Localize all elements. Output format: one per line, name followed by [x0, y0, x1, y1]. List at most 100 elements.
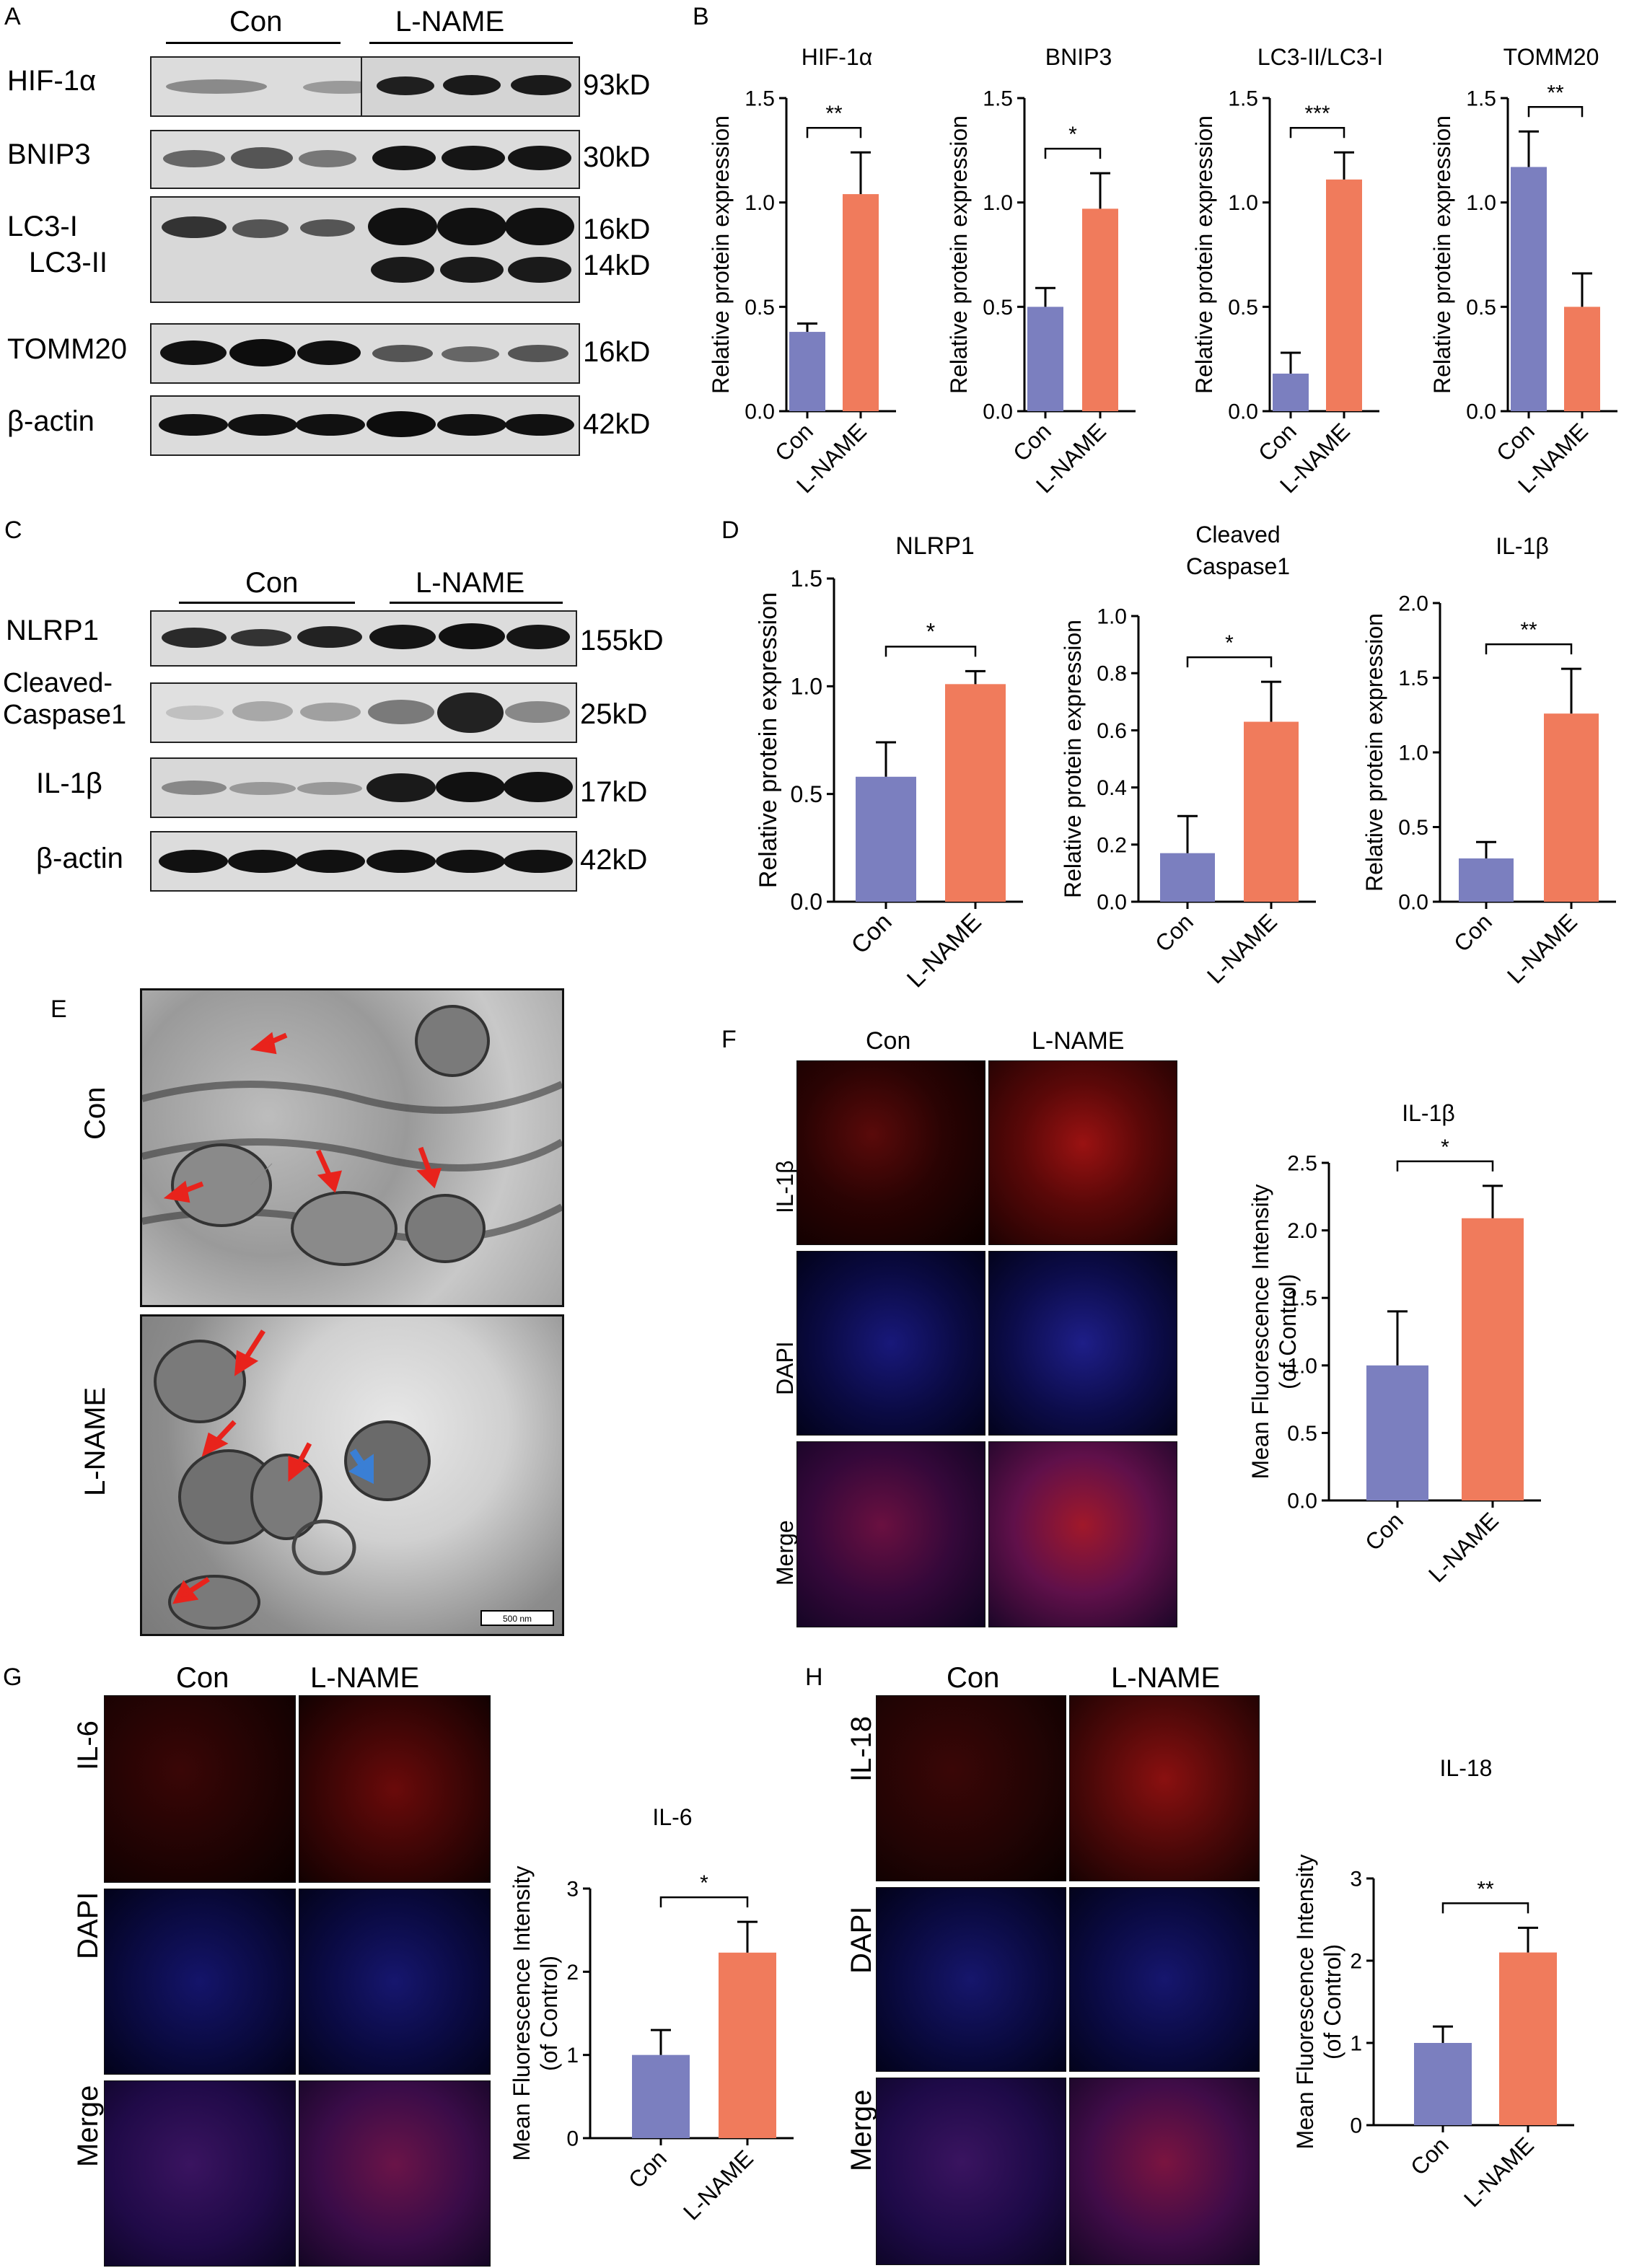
if-f-col-con: Con	[866, 1027, 911, 1055]
blot-nlrp1	[150, 610, 577, 667]
bar-l-name	[1462, 1218, 1524, 1500]
y-tick-label: 0.0	[1287, 1490, 1317, 1513]
tem-row-label-lname: L-NAME	[79, 1386, 111, 1496]
panel-letter-b: B	[693, 3, 709, 30]
tem-row-label-con: Con	[79, 1086, 111, 1140]
y-tick-label: 0.4	[1097, 776, 1127, 800]
y-axis-label: Relative protein expression	[1060, 620, 1086, 898]
y-tick-label: 2	[1350, 1950, 1362, 1974]
blot-label-bactin-a: β-actin	[7, 405, 95, 437]
if-g-con-merge	[104, 2080, 296, 2267]
chart-title: HIF-1α	[802, 44, 873, 70]
bar-l-name	[1082, 208, 1118, 411]
y-tick-label: 2	[566, 1961, 579, 1984]
y-axis-label: Mean Fluorescence Intensity	[1292, 1854, 1318, 2149]
x-tick-label: Con	[1253, 418, 1301, 466]
if-h-lname-dapi	[1069, 1887, 1260, 2072]
significance-label: **	[1520, 618, 1537, 642]
if-f-lname-il1b	[988, 1060, 1177, 1245]
y-tick-label: 0.0	[1466, 400, 1496, 424]
chart-title: IL-1β	[1402, 1100, 1455, 1126]
bar-l-name	[1326, 179, 1362, 411]
blot-bnip3	[150, 130, 580, 189]
y-tick-label: 3	[1350, 1868, 1362, 1891]
y-tick-label: 1.5	[1287, 1287, 1317, 1311]
blot-label-lc3i: LC3-I	[7, 211, 78, 242]
y-tick-label: 1.0	[1398, 742, 1428, 765]
blot-hif1a-lname	[361, 56, 580, 117]
panel-letter-c: C	[4, 517, 22, 544]
if-g-col-lname: L-NAME	[310, 1662, 420, 1694]
blot-label-cleaved: Cleaved-	[3, 668, 113, 698]
significance-bracket	[659, 1896, 749, 1908]
y-tick-label: 1.0	[745, 191, 775, 215]
y-tick-label: 0.0	[791, 889, 822, 915]
x-tick-label: Con	[1491, 418, 1540, 466]
y-tick-label: 1.5	[1466, 87, 1496, 111]
blot-lc3	[150, 196, 580, 303]
chart-title: BNIP3	[1045, 44, 1112, 70]
y-axis-label-line2: (of Control)	[1275, 1274, 1301, 1389]
group-label-con-c: Con	[245, 567, 299, 599]
significance-label: *	[926, 618, 935, 644]
bar-l-name	[719, 1952, 776, 2138]
y-axis-label: Relative protein expression	[946, 115, 972, 394]
x-tick-label: Con	[1405, 2132, 1454, 2180]
y-tick-label: 1.5	[983, 87, 1013, 111]
tem-con-drawing	[142, 1005, 562, 1266]
if-h-row-dapi: DAPI	[846, 1906, 877, 1974]
y-tick-label: 0.5	[1287, 1422, 1317, 1446]
bar-chart-h1: 0 1 2 3 Con L-NAME ** IL-18 Mean Fluorescence In…	[1292, 1755, 1574, 2212]
bar-con	[1511, 167, 1547, 412]
bar-l-name	[843, 194, 879, 411]
y-axis-label: Mean Fluorescence Intensity	[1247, 1184, 1273, 1479]
significance-bracket	[884, 646, 977, 657]
group-label-con: Con	[229, 6, 283, 38]
blot-label-lc3ii: LC3-II	[29, 247, 107, 278]
bar-con	[1027, 307, 1063, 411]
bar-con	[632, 2054, 690, 2138]
if-h-row-il18: IL-18	[846, 1715, 877, 1782]
if-g-lname-dapi	[299, 1889, 491, 2075]
y-tick-label: 0.6	[1097, 719, 1127, 743]
tem-image-con	[140, 988, 564, 1307]
tem-image-lname: 500 nm	[140, 1314, 564, 1636]
if-h-col-lname: L-NAME	[1111, 1662, 1221, 1694]
y-axis-label-line2: (of Control)	[536, 1956, 562, 2071]
if-f-con-il1b	[796, 1060, 985, 1245]
if-f-row-il1b: IL-1β	[772, 1160, 798, 1213]
group-line-con	[166, 42, 341, 44]
x-tick-label: Con	[623, 2145, 672, 2193]
bar-con	[789, 332, 825, 411]
bar-chart-f1: 0.0 0.5 1.0 1.5 2.0 2.5 Con L-NAME * IL-1β Mean Fl…	[1247, 1100, 1541, 1587]
significance-bracket	[1289, 126, 1345, 139]
if-f-col-lname: L-NAME	[1032, 1027, 1125, 1055]
significance-label: *	[1068, 123, 1077, 146]
significance-bracket	[1527, 106, 1584, 118]
y-tick-label: 1.0	[1287, 1354, 1317, 1378]
bar-con	[1366, 1365, 1428, 1500]
x-tick-label: L-NAME	[1423, 1507, 1503, 1587]
y-tick-label: 0.5	[1466, 296, 1496, 320]
bar-l-name	[945, 684, 1006, 902]
if-g-lname-merge	[299, 2080, 491, 2267]
bar-con	[856, 776, 916, 902]
y-axis-label: Relative protein expression	[755, 592, 782, 888]
significance-label: *	[1441, 1135, 1449, 1159]
y-tick-label: 1.5	[1228, 87, 1258, 111]
blot-size-bnip3: 30kD	[583, 141, 651, 173]
bar-l-name	[1499, 1952, 1557, 2125]
group-label-lname-c: L-NAME	[416, 567, 525, 599]
bar-l-name	[1564, 307, 1600, 411]
blot-size-lc3ii: 14kD	[583, 250, 651, 281]
blot-size-cleaved-caspase1: 25kD	[580, 698, 648, 730]
if-f-lname-dapi	[988, 1251, 1177, 1436]
tem-scale-bar-label: 500 nm	[503, 1614, 532, 1624]
if-g-con-dapi	[104, 1889, 296, 2075]
blot-label-hif1a: HIF-1α	[7, 65, 97, 97]
x-tick-label: Con	[1449, 908, 1497, 957]
chart-title: LC3-II/LC3-I	[1257, 44, 1383, 70]
y-tick-label: 1.0	[983, 191, 1013, 215]
